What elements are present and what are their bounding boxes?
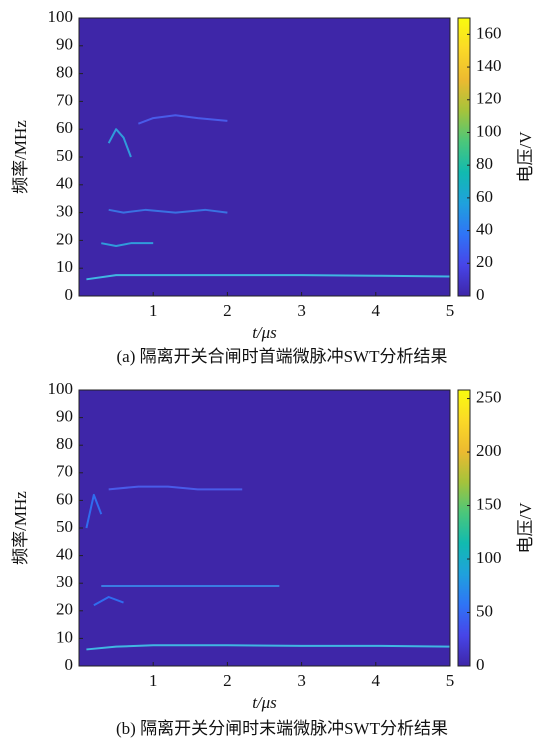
x-tick-label: 2 [223, 671, 232, 690]
y-axis-label: 频率/MHz [11, 120, 30, 194]
colorbar-tick-label: 120 [476, 89, 502, 108]
colorbar-tick-label: 50 [476, 601, 493, 620]
colorbar [457, 389, 471, 667]
y-tick-label: 30 [56, 572, 73, 591]
colorbar-label: 电压/V [516, 502, 535, 554]
y-tick-label: 20 [56, 229, 73, 248]
colorbar-tick-label: 100 [476, 121, 502, 140]
colorbar-tick-label: 200 [476, 441, 502, 460]
colorbar-tick-label: 160 [476, 23, 502, 42]
heatmap-background [79, 18, 450, 296]
x-tick-label: 5 [446, 301, 455, 320]
spectral-ridge [93, 596, 124, 607]
y-axis-label: 频率/MHz [11, 491, 30, 565]
y-tick-label: 90 [56, 35, 73, 54]
y-tick-label: 10 [56, 627, 73, 646]
caption: (a) 隔离开关合闸时首端微脉冲SWT分析结果 [116, 347, 447, 366]
spectral-ridge [108, 208, 228, 214]
x-tick-label: 5 [446, 671, 455, 690]
colorbar-tick-label: 40 [476, 219, 493, 238]
colorbar [457, 17, 471, 297]
y-tick-label: 0 [65, 285, 74, 304]
y-tick-label: 50 [56, 146, 73, 165]
x-tick-label: 3 [297, 301, 306, 320]
y-tick-label: 100 [48, 7, 74, 26]
spectral-ridge [108, 485, 243, 491]
colorbar-label: 电压/V [516, 131, 535, 183]
y-tick-label: 60 [56, 118, 73, 137]
y-tick-label: 50 [56, 517, 73, 536]
x-tick-label: 1 [149, 301, 158, 320]
y-tick-label: 40 [56, 174, 73, 193]
x-tick-label: 3 [297, 671, 306, 690]
spectral-ridge [86, 644, 451, 651]
colorbar-tick-label: 80 [476, 154, 493, 173]
x-axis-label: t/μs [252, 693, 277, 712]
y-tick-label: 10 [56, 257, 73, 276]
x-tick-label: 4 [372, 671, 381, 690]
colorbar-tick-label: 100 [476, 548, 502, 567]
y-tick-label: 40 [56, 545, 73, 564]
y-tick-label: 60 [56, 489, 73, 508]
heatmap-background [79, 390, 450, 666]
y-tick-label: 90 [56, 407, 73, 426]
y-tick-label: 30 [56, 202, 73, 221]
x-axis-label: t/μs [252, 323, 277, 342]
x-tick-label: 1 [149, 671, 158, 690]
y-tick-label: 80 [56, 63, 73, 82]
x-tick-label: 4 [372, 301, 381, 320]
y-tick-label: 80 [56, 434, 73, 453]
caption: (b) 隔离开关分闸时末端微脉冲SWT分析结果 [116, 719, 448, 738]
y-tick-label: 20 [56, 600, 73, 619]
spectral-ridge [138, 114, 228, 125]
y-tick-label: 70 [56, 90, 73, 109]
spectral-ridge [107, 128, 132, 158]
colorbar-tick-label: 0 [476, 285, 485, 304]
colorbar-tick-label: 250 [476, 387, 502, 406]
spectral-ridge [101, 242, 154, 247]
y-tick-label: 0 [65, 655, 74, 674]
spectral-ridge [86, 274, 451, 281]
y-tick-label: 70 [56, 462, 73, 481]
colorbar-tick-label: 0 [476, 655, 485, 674]
colorbar-tick-label: 60 [476, 187, 493, 206]
colorbar-tick-label: 20 [476, 252, 493, 271]
x-tick-label: 2 [223, 301, 232, 320]
colorbar-tick-label: 150 [476, 494, 502, 513]
y-tick-label: 100 [48, 379, 74, 398]
colorbar-tick-label: 140 [476, 56, 502, 75]
spectral-ridge [85, 493, 103, 529]
